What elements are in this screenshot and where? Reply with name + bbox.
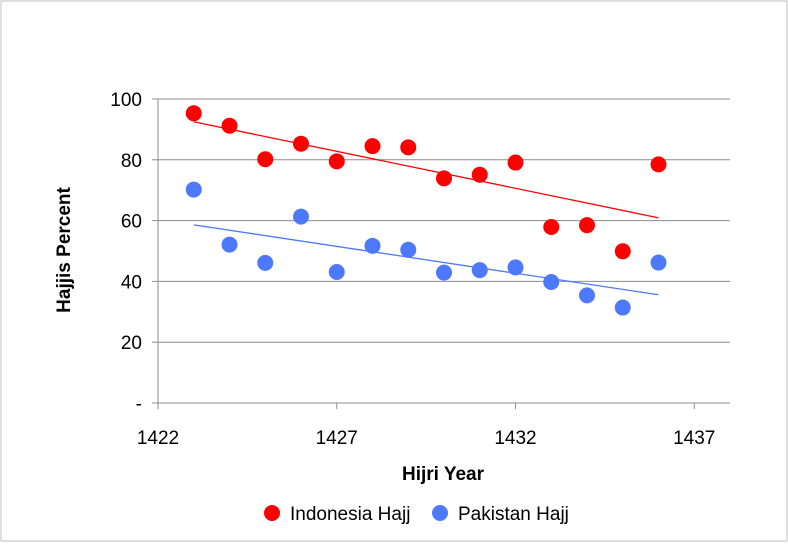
data-points	[185, 105, 667, 316]
data-point-indonesia	[614, 243, 631, 260]
trendline-pakistan	[193, 224, 659, 296]
data-point-pakistan	[471, 262, 488, 279]
x-tick-label: 1437	[673, 428, 715, 449]
legend-label: Pakistan Hajj	[458, 504, 569, 525]
data-point-pakistan	[543, 274, 560, 291]
legend-marker	[264, 505, 280, 521]
y-tick-label: -	[136, 394, 142, 415]
data-point-indonesia	[471, 166, 488, 183]
x-axis-label: Hijri Year	[402, 464, 485, 485]
data-point-pakistan	[328, 263, 345, 280]
data-point-pakistan	[364, 237, 381, 254]
data-point-pakistan	[579, 287, 595, 304]
axes	[152, 98, 730, 409]
y-axis-label: Hajjis Percent	[54, 186, 75, 312]
data-point-pakistan	[614, 299, 631, 316]
y-tick-label: 60	[121, 212, 142, 233]
data-point-indonesia	[293, 135, 309, 152]
data-point-indonesia	[579, 217, 595, 234]
legend: Indonesia Hajj Pakistan Hajj	[264, 504, 569, 525]
legend-label: Indonesia Hajj	[290, 504, 410, 525]
x-tick-labels: 1422 1427 1432 1437	[137, 428, 716, 449]
data-point-indonesia	[257, 151, 274, 168]
data-point-indonesia	[221, 117, 238, 134]
data-point-indonesia	[364, 138, 381, 155]
data-point-indonesia	[543, 218, 560, 235]
trendlines	[193, 121, 659, 296]
x-tick-label: 1432	[494, 428, 536, 449]
data-point-indonesia	[185, 105, 202, 122]
data-point-pakistan	[221, 236, 238, 253]
x-tick-label: 1422	[137, 428, 179, 449]
data-point-pakistan	[507, 259, 524, 276]
y-tick-labels: - 20 40 60 80 100	[110, 90, 142, 415]
data-point-indonesia	[436, 170, 452, 187]
y-tick-label: 40	[121, 272, 142, 293]
data-point-indonesia	[507, 154, 524, 171]
y-tick-label: 100	[110, 90, 142, 111]
data-point-pakistan	[436, 264, 452, 281]
y-tick-label: 20	[121, 333, 142, 354]
data-point-indonesia	[650, 156, 667, 173]
data-point-pakistan	[650, 254, 667, 271]
data-point-indonesia	[400, 139, 417, 156]
y-tick-label: 80	[121, 151, 142, 172]
data-point-pakistan	[293, 208, 309, 225]
data-point-indonesia	[328, 153, 345, 170]
trendline-indonesia	[193, 121, 659, 219]
legend-marker	[432, 505, 448, 521]
x-tick-label: 1427	[316, 428, 358, 449]
data-point-pakistan	[400, 241, 417, 258]
data-point-pakistan	[257, 254, 274, 271]
data-point-pakistan	[185, 181, 202, 198]
grid-lines	[158, 98, 730, 343]
